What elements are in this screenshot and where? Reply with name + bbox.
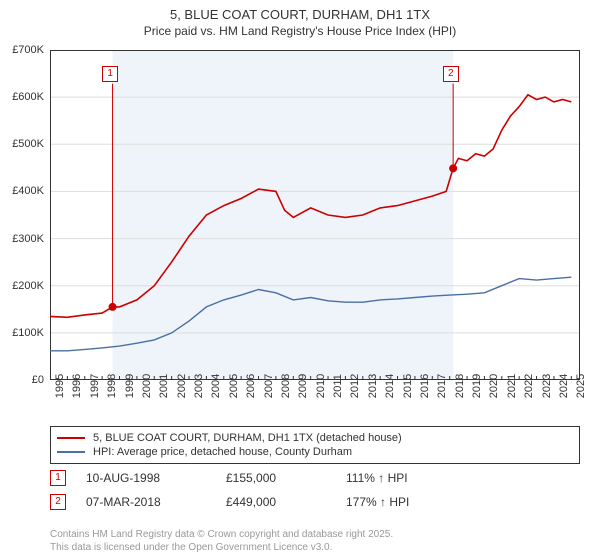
- x-tick-label: 1999: [124, 374, 136, 398]
- x-tick-label: 1997: [89, 374, 101, 398]
- y-tick-label: £300K: [12, 233, 44, 245]
- x-tick-label: 2009: [297, 374, 309, 398]
- sale-num-box: 2: [50, 494, 66, 510]
- y-tick-label: £200K: [12, 280, 44, 292]
- legend-swatch: [57, 451, 85, 453]
- attribution-line2: This data is licensed under the Open Gov…: [50, 541, 393, 554]
- x-tick-label: 2000: [141, 374, 153, 398]
- sale-num-box: 1: [50, 470, 66, 486]
- x-tick-label: 2008: [280, 374, 292, 398]
- chart-subtitle: Price paid vs. HM Land Registry's House …: [0, 24, 600, 42]
- y-tick-label: £500K: [12, 138, 44, 150]
- x-tick-label: 2020: [488, 374, 500, 398]
- sale-marker-1: 1: [102, 66, 118, 82]
- x-tick-label: 2012: [349, 374, 361, 398]
- sale-pct: 177% ↑ HPI: [346, 495, 580, 509]
- legend-item: 5, BLUE COAT COURT, DURHAM, DH1 1TX (det…: [57, 431, 573, 445]
- x-tick-label: 2003: [193, 374, 205, 398]
- x-tick-label: 2004: [210, 374, 222, 398]
- x-tick-label: 1996: [71, 374, 83, 398]
- legend-swatch: [57, 437, 85, 439]
- x-tick-label: 1995: [54, 374, 66, 398]
- legend-label: 5, BLUE COAT COURT, DURHAM, DH1 1TX (det…: [93, 432, 402, 444]
- sale-row: 1 10-AUG-1998 £155,000 111% ↑ HPI: [50, 466, 580, 490]
- y-tick-label: £700K: [12, 44, 44, 56]
- x-tick-label: 2022: [523, 374, 535, 398]
- x-tick-label: 2023: [541, 374, 553, 398]
- sale-pct: 111% ↑ HPI: [346, 471, 580, 485]
- legend: 5, BLUE COAT COURT, DURHAM, DH1 1TX (det…: [50, 426, 580, 464]
- sale-marker-2: 2: [443, 66, 459, 82]
- chart-svg: [50, 50, 580, 380]
- x-tick-label: 2018: [454, 374, 466, 398]
- x-tick-label: 2006: [245, 374, 257, 398]
- plot-area: 12: [50, 50, 580, 380]
- legend-label: HPI: Average price, detached house, Coun…: [93, 446, 352, 458]
- x-tick-label: 2014: [384, 374, 396, 398]
- sale-date: 10-AUG-1998: [86, 471, 226, 485]
- sale-price: £155,000: [226, 471, 346, 485]
- attribution-line1: Contains HM Land Registry data © Crown c…: [50, 528, 393, 541]
- sale-date: 07-MAR-2018: [86, 495, 226, 509]
- x-tick-label: 2015: [402, 374, 414, 398]
- attribution: Contains HM Land Registry data © Crown c…: [50, 528, 393, 554]
- x-axis: 1995199619971998199920002001200220032004…: [50, 384, 580, 424]
- y-tick-label: £600K: [12, 91, 44, 103]
- y-tick-label: £400K: [12, 185, 44, 197]
- x-tick-label: 2001: [158, 374, 170, 398]
- x-tick-label: 2010: [315, 374, 327, 398]
- chart-container: 5, BLUE COAT COURT, DURHAM, DH1 1TX Pric…: [0, 0, 600, 560]
- x-tick-label: 2013: [367, 374, 379, 398]
- x-tick-label: 2002: [176, 374, 188, 398]
- x-tick-label: 2024: [558, 374, 570, 398]
- x-tick-label: 2019: [471, 374, 483, 398]
- chart-title: 5, BLUE COAT COURT, DURHAM, DH1 1TX: [0, 0, 600, 24]
- sales-table: 1 10-AUG-1998 £155,000 111% ↑ HPI 2 07-M…: [50, 466, 580, 514]
- x-tick-label: 2025: [575, 374, 587, 398]
- x-tick-label: 2021: [506, 374, 518, 398]
- x-tick-label: 1998: [106, 374, 118, 398]
- legend-item: HPI: Average price, detached house, Coun…: [57, 445, 573, 459]
- x-tick-label: 2016: [419, 374, 431, 398]
- y-tick-label: £100K: [12, 327, 44, 339]
- sale-row: 2 07-MAR-2018 £449,000 177% ↑ HPI: [50, 490, 580, 514]
- y-tick-label: £0: [32, 374, 44, 386]
- y-axis: £0£100K£200K£300K£400K£500K£600K£700K: [0, 50, 48, 380]
- sale-price: £449,000: [226, 495, 346, 509]
- x-tick-label: 2017: [436, 374, 448, 398]
- x-tick-label: 2007: [263, 374, 275, 398]
- x-tick-label: 2005: [228, 374, 240, 398]
- x-tick-label: 2011: [332, 374, 344, 398]
